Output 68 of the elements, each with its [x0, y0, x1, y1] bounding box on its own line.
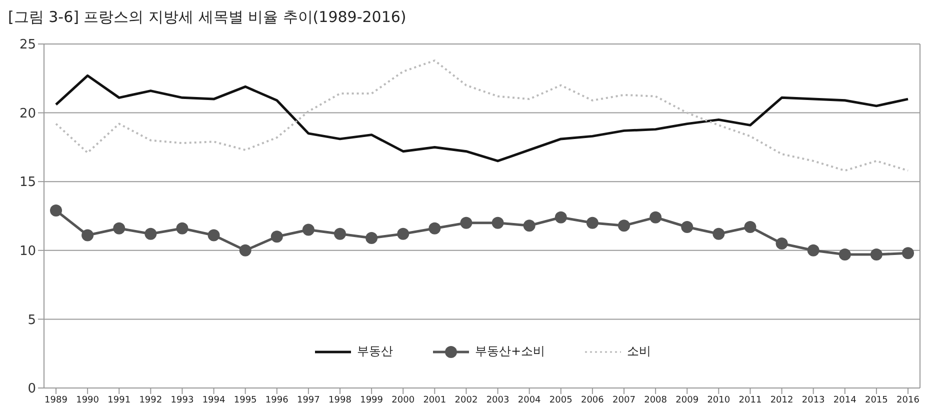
line-series — [54, 74, 910, 162]
point — [82, 229, 94, 242]
line-series — [55, 60, 909, 172]
x-tick-label: 2010 — [707, 395, 730, 406]
point — [554, 211, 567, 224]
point — [366, 232, 378, 244]
x-tick-label: 2009 — [676, 395, 699, 406]
point — [302, 224, 314, 236]
point — [144, 228, 157, 240]
chart-title: [그림 3-6] 프랑스의 지방세 세목별 비율 추이(1989-2016) — [8, 8, 408, 28]
point — [334, 228, 346, 240]
x-tick-label: 1993 — [170, 395, 194, 406]
point — [397, 228, 410, 240]
x-tick-label: 1994 — [202, 395, 226, 406]
point — [523, 220, 536, 232]
point — [618, 220, 630, 232]
point — [208, 229, 220, 242]
x-tick-label: 2005 — [549, 395, 572, 406]
point — [807, 244, 820, 256]
y-tick-label: 25 — [19, 38, 36, 53]
x-tick-label: 2000 — [392, 395, 415, 406]
x-tick-label: 1999 — [360, 395, 384, 406]
x-tick-label: 1990 — [76, 395, 100, 406]
point — [50, 204, 62, 216]
x-tick-label: 2016 — [896, 395, 920, 406]
y-tick-label: 0 — [28, 382, 36, 397]
x-tick-label: 2003 — [486, 395, 510, 406]
x-tick-label: 2001 — [423, 395, 446, 406]
point — [712, 228, 725, 240]
y-tick-label: 15 — [19, 175, 36, 190]
point — [586, 216, 598, 229]
x-tick-label: 2006 — [580, 395, 604, 406]
x-tick-label: 2015 — [864, 395, 888, 406]
x-tick-label: 2004 — [518, 395, 542, 406]
point — [744, 221, 756, 234]
legend-label: 부동산 — [356, 343, 393, 360]
point — [428, 222, 441, 234]
x-tick-label: 2013 — [802, 395, 825, 406]
point — [492, 216, 504, 229]
legend-label: 부동산+소비 — [474, 343, 546, 360]
x-tick-label: 2012 — [770, 395, 794, 406]
point — [176, 222, 188, 234]
x-tick-label: 1996 — [265, 395, 289, 406]
y-tick-label: 5 — [28, 312, 36, 328]
point — [838, 248, 851, 261]
point — [239, 244, 252, 256]
point — [113, 222, 126, 234]
point — [460, 216, 472, 229]
y-tick-label: 10 — [19, 244, 36, 260]
x-tick-label: 2011 — [738, 395, 762, 406]
x-tick-label: 1998 — [328, 395, 352, 406]
x-tick-label: 2007 — [612, 395, 636, 406]
point — [902, 247, 914, 260]
point — [650, 211, 662, 224]
legend-label: 소비 — [627, 343, 652, 360]
y-tick-label: 20 — [19, 106, 36, 122]
point — [681, 221, 694, 234]
x-tick-label: 2014 — [833, 395, 857, 406]
x-tick-label: 2002 — [454, 395, 478, 406]
point — [776, 238, 788, 250]
x-tick-label: 1989 — [44, 395, 68, 406]
point — [270, 230, 283, 243]
x-tick-label: 1991 — [108, 395, 131, 406]
x-tick-label: 1992 — [139, 395, 162, 406]
x-tick-label: 1997 — [296, 395, 320, 406]
x-tick-label: 1995 — [234, 395, 257, 406]
x-tick-label: 2008 — [644, 395, 668, 406]
point — [870, 248, 882, 261]
